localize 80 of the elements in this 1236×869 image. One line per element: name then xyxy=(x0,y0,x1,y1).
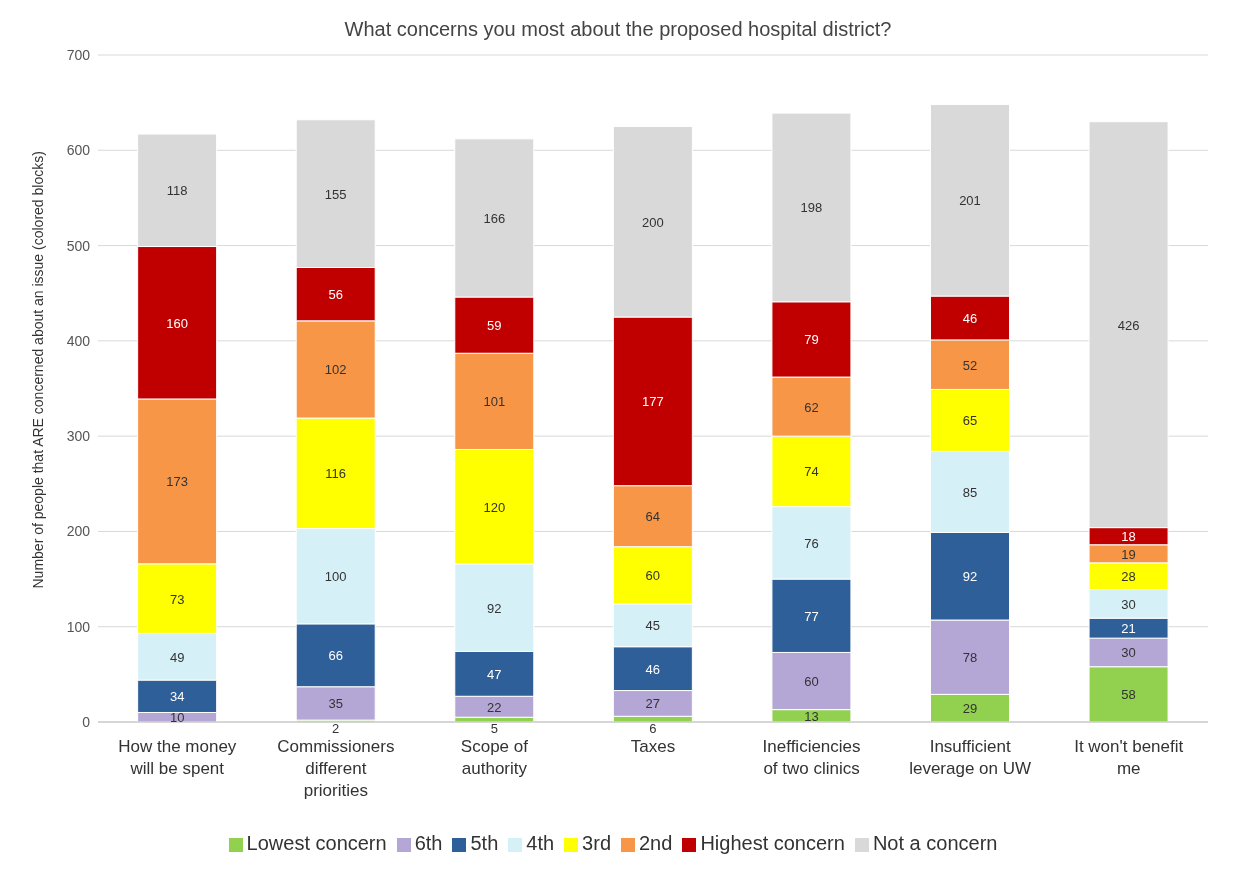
x-tick-label: Scope of authority xyxy=(460,737,529,778)
data-label: 201 xyxy=(959,193,981,209)
data-label: 10 xyxy=(169,710,185,726)
x-tick-label: Inefficiencies of two clinics xyxy=(762,737,861,778)
data-label: 13 xyxy=(804,708,819,724)
data-label: 46 xyxy=(962,310,978,326)
data-label: 100 xyxy=(324,569,347,585)
data-label: 60 xyxy=(645,568,661,584)
data-label: 177 xyxy=(642,394,664,410)
data-label: 92 xyxy=(962,569,978,585)
data-label: 52 xyxy=(962,357,978,373)
legend-label: 2nd xyxy=(639,832,673,854)
data-label: 19 xyxy=(1121,546,1136,562)
legend-label: 5th xyxy=(470,832,499,854)
data-label: 60 xyxy=(804,674,819,690)
data-label: 45 xyxy=(645,618,661,634)
data-label: 79 xyxy=(804,332,819,348)
x-tick-label: Commissioners different priorities xyxy=(277,737,395,800)
y-tick-label: 500 xyxy=(66,237,91,254)
data-label: 6 xyxy=(649,721,657,736)
data-label: 34 xyxy=(169,689,185,705)
data-label: 65 xyxy=(962,413,978,429)
data-label: 118 xyxy=(166,183,188,199)
data-label: 85 xyxy=(962,484,978,500)
data-label: 78 xyxy=(962,650,978,666)
data-label: 5 xyxy=(490,721,498,736)
data-label: 66 xyxy=(328,648,343,664)
data-label: 173 xyxy=(166,474,188,490)
data-label: 77 xyxy=(804,608,819,624)
legend-label: 4th xyxy=(526,832,555,854)
legend-label: 6th xyxy=(414,832,443,854)
chart-title: What concerns you most about the proposed hospital district? xyxy=(343,17,893,42)
data-label: 76 xyxy=(804,535,819,551)
data-label: 58 xyxy=(1121,687,1136,703)
data-label: 56 xyxy=(328,287,343,303)
data-label: 62 xyxy=(804,399,819,415)
data-label: 198 xyxy=(800,200,823,216)
x-tick-label: Insufficient leverage on UW xyxy=(909,737,1032,778)
data-label: 116 xyxy=(325,466,347,482)
y-axis-title: Number of people that ARE concerned about an issue (colored blocks) xyxy=(29,151,46,589)
legend-label: Not a concern xyxy=(872,832,998,854)
data-label: 73 xyxy=(169,591,185,607)
data-label: 22 xyxy=(487,699,502,715)
data-label: 92 xyxy=(487,600,502,616)
data-label: 59 xyxy=(487,318,502,334)
data-label: 47 xyxy=(487,666,502,682)
y-tick-label: 200 xyxy=(66,523,91,540)
y-tick-label: 100 xyxy=(66,618,91,635)
legend-label: Lowest concern xyxy=(246,832,387,854)
data-label: 64 xyxy=(645,509,661,525)
data-label: 46 xyxy=(645,661,661,677)
legend-label: 3rd xyxy=(582,832,611,854)
data-label: 35 xyxy=(328,696,343,712)
data-label: 30 xyxy=(1121,645,1136,661)
data-label: 21 xyxy=(1121,621,1136,637)
y-tick-label: 700 xyxy=(66,46,91,63)
y-tick-label: 300 xyxy=(66,428,91,445)
data-label: 27 xyxy=(645,696,661,712)
legend-label: Highest concern xyxy=(700,832,845,854)
data-label: 28 xyxy=(1121,569,1136,585)
y-tick-label: 400 xyxy=(66,332,91,349)
data-label: 155 xyxy=(324,186,347,202)
data-label: 30 xyxy=(1121,596,1136,612)
data-label: 426 xyxy=(1117,317,1140,333)
data-label: 120 xyxy=(483,499,506,515)
data-label: 160 xyxy=(166,315,188,331)
data-label: 74 xyxy=(804,464,819,480)
y-tick-label: 600 xyxy=(66,142,91,159)
x-tick-label: How the money will be spent xyxy=(118,737,237,778)
data-label: 49 xyxy=(169,649,185,665)
x-tick-label: It won't benefit me xyxy=(1074,737,1184,778)
data-label: 166 xyxy=(483,210,506,226)
data-label: 2 xyxy=(332,721,340,736)
data-label: 101 xyxy=(483,394,506,410)
data-label: 102 xyxy=(324,362,347,378)
x-tick-label: Taxes xyxy=(630,737,676,756)
y-tick-label: 0 xyxy=(82,713,91,730)
data-label: 29 xyxy=(962,701,978,717)
data-label: 200 xyxy=(642,214,664,230)
data-label: 18 xyxy=(1121,529,1136,545)
